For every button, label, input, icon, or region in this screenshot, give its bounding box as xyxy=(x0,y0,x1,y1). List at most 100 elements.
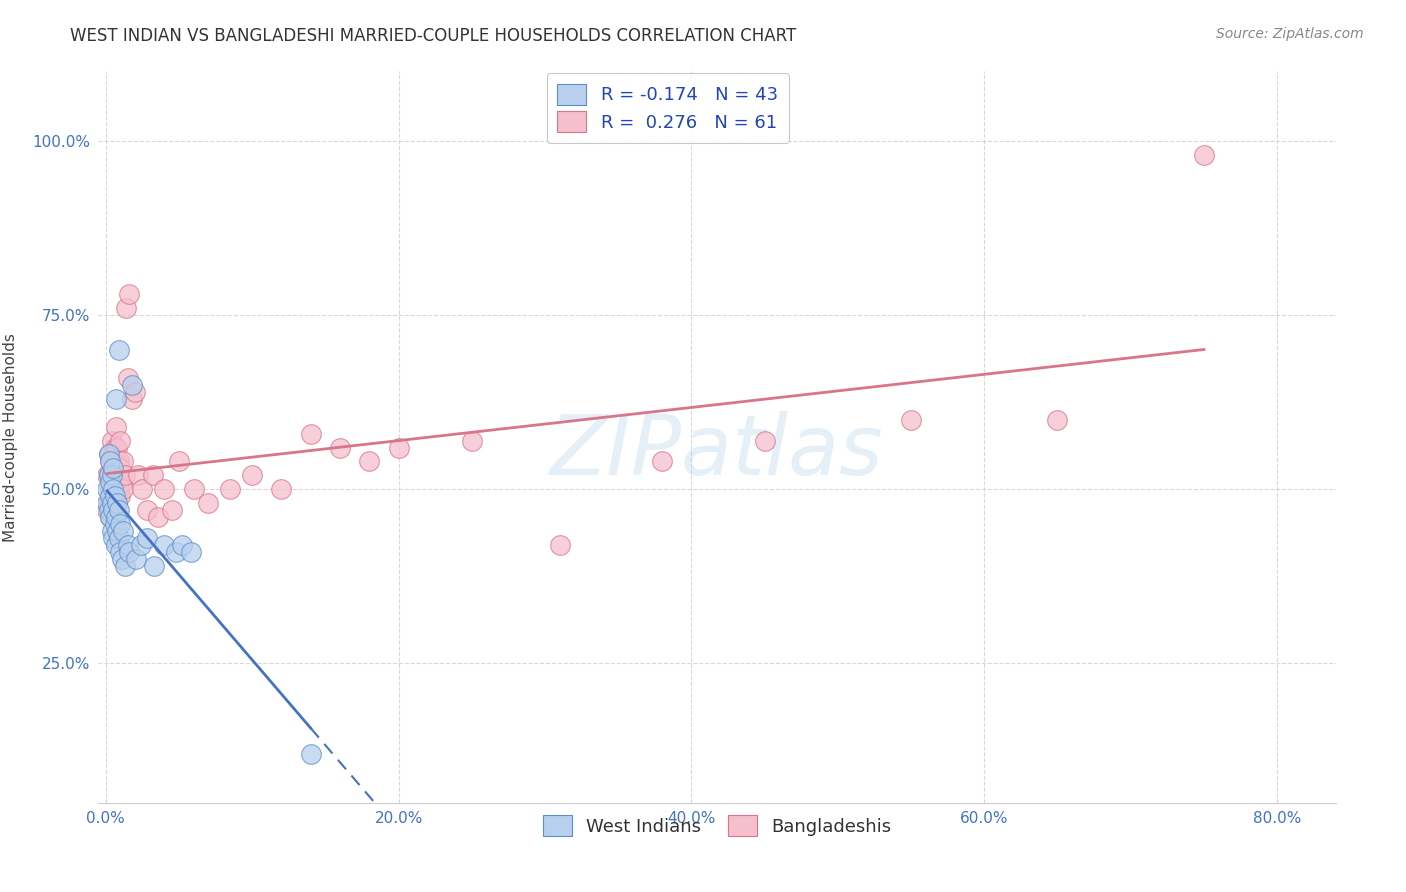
Point xyxy=(110,517,132,532)
Point xyxy=(170,538,193,552)
Point xyxy=(98,475,121,490)
Point xyxy=(100,434,122,448)
Point xyxy=(97,448,120,462)
Point xyxy=(103,517,125,532)
Point xyxy=(148,510,170,524)
Point xyxy=(125,552,148,566)
Point xyxy=(112,483,135,497)
Point xyxy=(110,461,132,475)
Text: ZIPatlas: ZIPatlas xyxy=(550,411,884,492)
Point xyxy=(101,483,124,497)
Point xyxy=(114,468,136,483)
Point xyxy=(117,538,139,552)
Point xyxy=(100,496,122,510)
Point xyxy=(112,454,135,468)
Point xyxy=(183,483,205,497)
Point xyxy=(103,496,125,510)
Point xyxy=(101,461,124,475)
Text: Source: ZipAtlas.com: Source: ZipAtlas.com xyxy=(1216,27,1364,41)
Point xyxy=(101,503,124,517)
Point xyxy=(270,483,292,497)
Point xyxy=(359,454,381,468)
Point xyxy=(101,448,124,462)
Point xyxy=(754,434,776,448)
Point xyxy=(651,454,673,468)
Point xyxy=(299,426,322,441)
Point xyxy=(111,552,134,566)
Y-axis label: Married-couple Households: Married-couple Households xyxy=(3,333,18,541)
Point xyxy=(108,503,131,517)
Point xyxy=(127,468,149,483)
Point xyxy=(104,419,127,434)
Point xyxy=(104,510,127,524)
Point xyxy=(112,524,135,538)
Point xyxy=(97,496,120,510)
Point xyxy=(153,483,176,497)
Point xyxy=(121,377,143,392)
Point xyxy=(143,558,166,573)
Point xyxy=(110,545,132,559)
Point xyxy=(98,510,121,524)
Point xyxy=(121,392,143,406)
Legend: West Indians, Bangladeshis: West Indians, Bangladeshis xyxy=(534,806,900,845)
Point xyxy=(299,747,322,761)
Point xyxy=(104,392,127,406)
Point xyxy=(100,524,122,538)
Point xyxy=(100,496,122,510)
Point xyxy=(104,538,127,552)
Point xyxy=(107,524,129,538)
Point xyxy=(96,496,118,510)
Point xyxy=(97,448,120,462)
Point xyxy=(153,538,176,552)
Point xyxy=(387,441,409,455)
Point xyxy=(101,475,124,490)
Point xyxy=(108,483,131,497)
Point xyxy=(197,496,219,510)
Point xyxy=(165,545,187,559)
Point xyxy=(135,503,157,517)
Point xyxy=(114,558,136,573)
Point xyxy=(104,454,127,468)
Point xyxy=(124,384,146,399)
Point xyxy=(1192,148,1215,162)
Point xyxy=(135,531,157,545)
Point xyxy=(131,483,153,497)
Point xyxy=(98,510,121,524)
Point xyxy=(118,287,141,301)
Point xyxy=(160,503,183,517)
Point xyxy=(100,468,122,483)
Point xyxy=(461,434,484,448)
Point xyxy=(548,538,571,552)
Point xyxy=(97,503,120,517)
Point xyxy=(100,468,122,483)
Point xyxy=(108,343,131,357)
Point xyxy=(129,538,152,552)
Point xyxy=(98,489,121,503)
Point xyxy=(107,496,129,510)
Point xyxy=(240,468,263,483)
Point xyxy=(110,489,132,503)
Point xyxy=(97,468,120,483)
Point xyxy=(115,301,138,316)
Point xyxy=(107,468,129,483)
Point xyxy=(101,503,124,517)
Point xyxy=(180,545,202,559)
Point xyxy=(107,441,129,455)
Point xyxy=(111,475,134,490)
Point xyxy=(98,454,121,468)
Point xyxy=(110,434,132,448)
Point xyxy=(329,441,352,455)
Point xyxy=(219,483,242,497)
Point xyxy=(96,483,118,497)
Point xyxy=(117,371,139,385)
Point xyxy=(98,483,121,497)
Point xyxy=(107,496,129,510)
Point xyxy=(104,483,127,497)
Point xyxy=(118,545,141,559)
Text: WEST INDIAN VS BANGLADESHI MARRIED-COUPLE HOUSEHOLDS CORRELATION CHART: WEST INDIAN VS BANGLADESHI MARRIED-COUPL… xyxy=(70,27,797,45)
Point xyxy=(1046,412,1069,426)
Point xyxy=(96,468,118,483)
Point xyxy=(142,468,165,483)
Point xyxy=(167,454,190,468)
Point xyxy=(96,503,118,517)
